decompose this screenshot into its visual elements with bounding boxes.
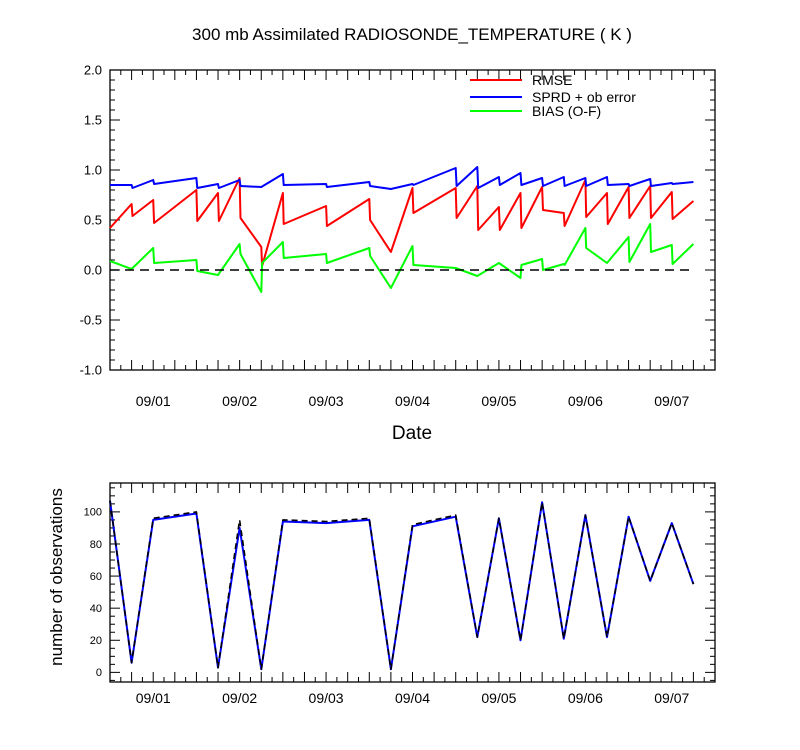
top-x-axis-label: Date <box>392 423 432 444</box>
y-tick-label: 1.5 <box>84 113 102 128</box>
y-tick-label: 80 <box>90 539 102 551</box>
x-tick-label: 09/04 <box>395 393 430 409</box>
series-observations-solid-line <box>109 500 695 671</box>
legend-bias-label: BIAS (O-F) <box>532 103 601 119</box>
bottom-plot-area: 0 20 40 60 80 100 09/01 09/02 09/03 09/04 09/05 09/… <box>84 482 716 706</box>
plot-frame <box>109 69 716 371</box>
top-plot-area: -1.0 -0.5 0.0 0.5 1.0 1.5 2.0 09/01 09/02 09/03 09… <box>80 63 716 409</box>
series-bias-o-f-line <box>109 223 695 293</box>
x-tick-label: 09/06 <box>568 690 603 706</box>
top-panel: 300 mb Assimilated RADIOSONDE_TEMPERATUR… <box>80 25 716 444</box>
x-tick-label: 09/07 <box>654 393 689 409</box>
y-tick-label: -1.0 <box>80 363 102 378</box>
y-tick-label: 2.0 <box>84 63 102 78</box>
x-tick-label: 09/03 <box>309 393 344 409</box>
x-tick-label: 09/05 <box>481 690 516 706</box>
x-tick-label: 09/03 <box>309 690 344 706</box>
y-tick-label: 0.5 <box>84 213 102 228</box>
y-tick-label: 100 <box>84 507 102 519</box>
y-tick-label: 0 <box>96 667 102 679</box>
y-tick-label: 1.0 <box>84 163 102 178</box>
top-chart-title: 300 mb Assimilated RADIOSONDE_TEMPERATUR… <box>192 25 632 44</box>
x-tick-label: 09/07 <box>654 690 689 706</box>
legend-rmse-label: RMSE <box>532 72 572 88</box>
legend-sprd-label: SPRD + ob error <box>532 89 636 105</box>
plot-frame <box>109 482 716 683</box>
y-tick-label: 20 <box>90 635 102 647</box>
x-tick-label: 09/02 <box>222 690 257 706</box>
y-tick-label: -0.5 <box>80 313 102 328</box>
series-observations-dashed-line <box>109 500 695 671</box>
bottom-panel: 0 20 40 60 80 100 09/01 09/02 09/03 09/04 09/05 09/… <box>47 482 716 706</box>
legend: RMSE SPRD + ob error BIAS (O-F) <box>470 72 636 119</box>
x-tick-label: 09/01 <box>136 690 171 706</box>
series-sprd-ob-error-line <box>110 166 694 190</box>
y-tick-label: 0.0 <box>84 263 102 278</box>
y-tick-label: 60 <box>90 571 102 583</box>
x-tick-label: 09/02 <box>222 393 257 409</box>
bottom-y-axis-label: number of observations <box>47 488 66 666</box>
y-tick-label: 40 <box>90 603 102 615</box>
x-tick-label: 09/06 <box>568 393 603 409</box>
series-rmse-line <box>109 177 695 267</box>
x-tick-label: 09/01 <box>136 393 171 409</box>
x-tick-label: 09/04 <box>395 690 430 706</box>
x-tick-label: 09/05 <box>481 393 516 409</box>
